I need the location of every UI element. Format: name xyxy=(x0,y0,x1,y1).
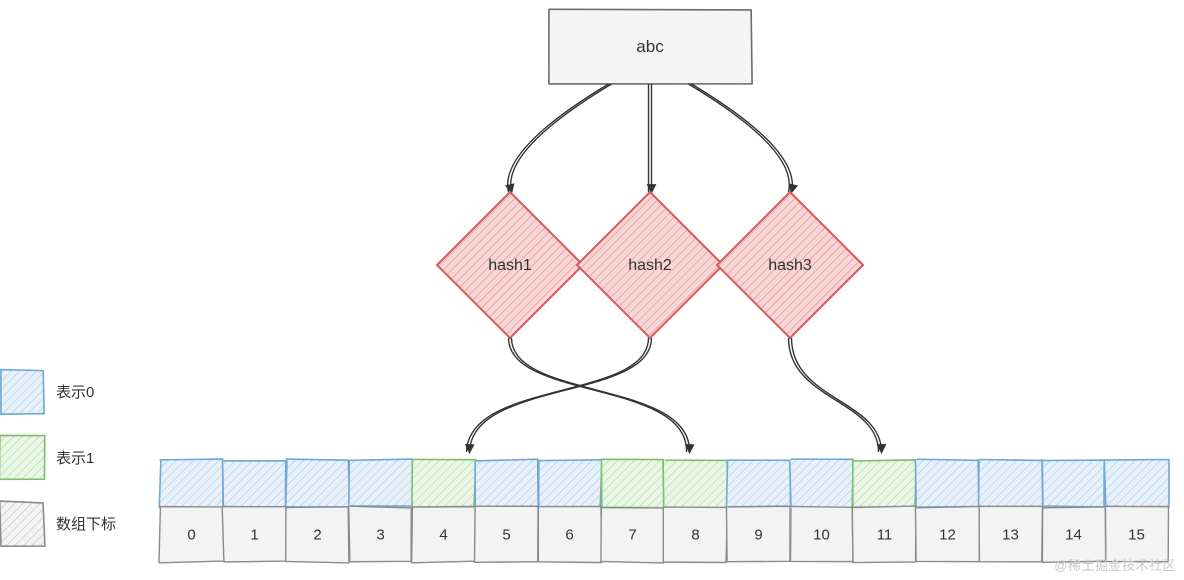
array-index-label: 2 xyxy=(313,527,321,544)
array-index-label: 12 xyxy=(939,527,956,544)
arrow xyxy=(692,84,793,192)
array-index-label: 0 xyxy=(187,527,195,544)
array-index-label: 6 xyxy=(565,527,573,544)
diagram-canvas: abchash1hash2hash30123456789101112131415… xyxy=(0,0,1184,580)
arrow xyxy=(511,84,612,192)
arrow xyxy=(689,84,790,192)
arrow xyxy=(508,84,609,192)
arrow xyxy=(789,338,879,452)
hash-diamond-label: hash2 xyxy=(628,257,672,274)
array-index-label: 11 xyxy=(877,527,893,544)
hash-diamond-label: hash3 xyxy=(768,257,812,274)
array-index-label: 13 xyxy=(1002,527,1019,544)
array-index-label: 10 xyxy=(813,527,830,544)
array-index-label: 14 xyxy=(1065,527,1082,544)
arrow xyxy=(467,338,649,452)
arrow xyxy=(512,338,690,452)
legend-label: 表示0 xyxy=(56,384,94,401)
array-index-label: 15 xyxy=(1128,527,1145,544)
legend-label: 数组下标 xyxy=(56,516,116,533)
array-index-label: 3 xyxy=(376,527,384,544)
legend-label: 表示1 xyxy=(56,450,94,467)
array-index-label: 9 xyxy=(754,527,762,544)
arrow xyxy=(470,338,652,452)
arrow xyxy=(509,338,687,452)
array-index-label: 8 xyxy=(691,527,699,544)
hash-diamond-label: hash1 xyxy=(488,257,532,274)
array-index-label: 7 xyxy=(628,527,636,544)
input-box-label: abc xyxy=(636,37,664,56)
array-index-label: 1 xyxy=(250,527,258,544)
arrow xyxy=(792,338,882,452)
array-index-label: 4 xyxy=(439,527,447,544)
array-index-label: 5 xyxy=(502,527,510,544)
